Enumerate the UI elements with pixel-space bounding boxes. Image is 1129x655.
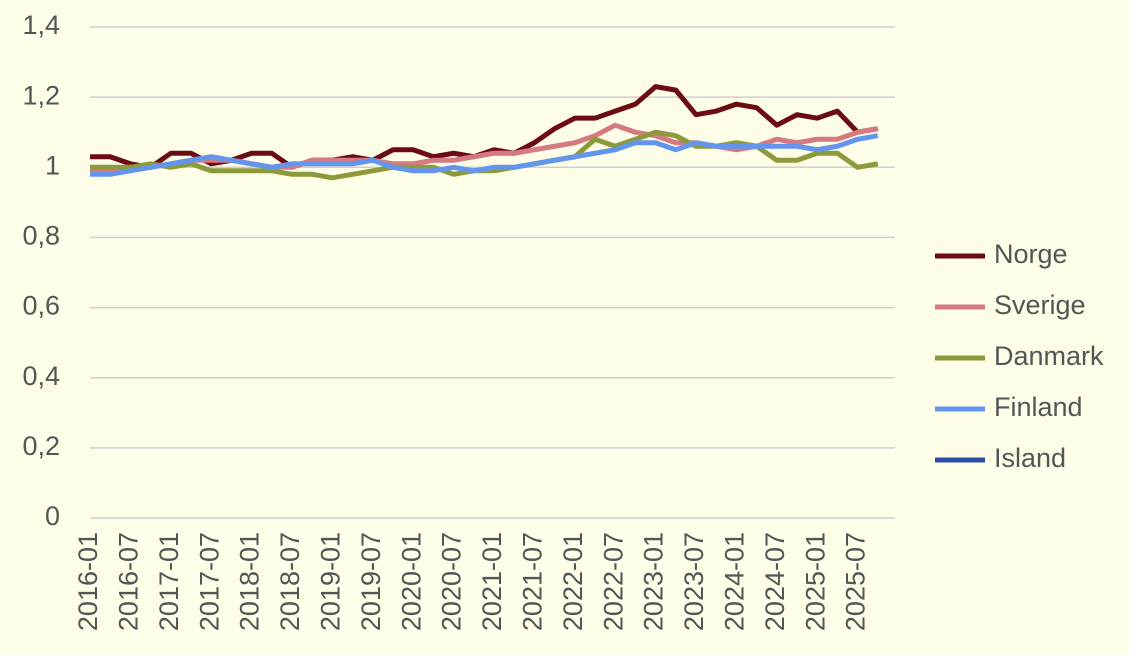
y-tick-label: 1,2 [22,80,60,110]
x-tick-label: 2019-07 [356,532,386,631]
x-tick-label: 2021-01 [477,532,507,631]
legend-label: Danmark [994,341,1104,371]
x-tick-label: 2023-01 [639,532,669,631]
x-tick-label: 2017-01 [154,532,184,631]
y-tick-label: 1 [45,150,60,180]
x-tick-label: 2020-07 [437,532,467,631]
x-tick-label: 2018-07 [275,532,305,631]
x-tick-label: 2020-01 [396,532,426,631]
y-tick-label: 0,8 [22,221,60,251]
legend-label: Finland [994,392,1083,422]
x-tick-label: 2016-07 [114,532,144,631]
x-tick-label: 2016-01 [73,532,103,631]
x-tick-label: 2022-07 [598,532,628,631]
x-tick-label: 2021-07 [518,532,548,631]
y-tick-label: 0,6 [22,291,60,321]
series-line [90,133,879,177]
y-tick-label: 0,2 [22,431,60,461]
legend-label: Island [994,443,1066,473]
x-tick-label: 2025-01 [800,532,830,631]
x-tick-label: 2024-07 [760,532,790,631]
x-tick-label: 2022-01 [558,532,588,631]
y-tick-label: 0,4 [22,361,60,391]
x-tick-label: 2017-07 [194,532,224,631]
x-tick-label: 2025-07 [841,532,871,631]
y-tick-label: 0 [45,501,60,531]
y-tick-label: 1,4 [22,10,60,40]
legend-label: Norge [994,239,1068,269]
x-tick-label: 2019-01 [316,532,346,631]
x-tick-label: 2024-01 [720,532,750,631]
legend-label: Sverige [994,290,1086,320]
x-tick-label: 2018-01 [235,532,265,631]
x-tick-label: 2023-07 [679,532,709,631]
